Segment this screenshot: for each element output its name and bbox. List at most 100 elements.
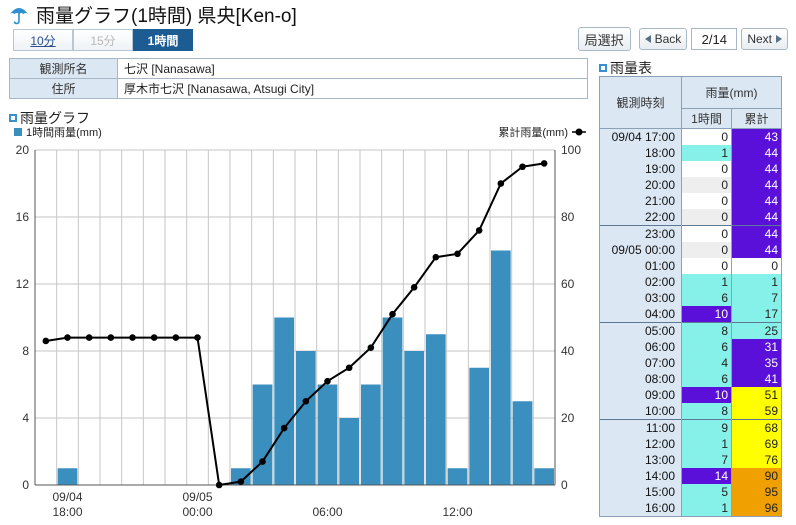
tab-1hour[interactable]: 1時間 — [133, 29, 193, 51]
cell-hourly: 0 — [681, 177, 732, 193]
table-row: 08:00 6 41 — [599, 371, 782, 387]
table-row: 04:00 10 17 — [599, 306, 782, 323]
cell-cumulative: 25 — [731, 322, 782, 339]
cell-hourly: 5 — [681, 484, 732, 500]
table-row: 09:00 10 51 — [599, 387, 782, 403]
cell-cumulative: 69 — [731, 436, 782, 452]
table-row: 23:00 0 44 — [599, 225, 782, 242]
cell-time: 13:00 — [599, 452, 682, 468]
cell-hourly: 7 — [681, 452, 732, 468]
cumulative-point — [367, 344, 375, 351]
cell-cumulative: 44 — [731, 161, 782, 177]
cell-time: 09/04 17:00 — [599, 128, 682, 145]
x-tick-time-label: 12:00 — [442, 505, 472, 519]
cumulative-point — [540, 160, 548, 167]
rain-bar — [534, 468, 554, 485]
header-rain: 雨量(mm) — [681, 76, 782, 109]
cell-time: 21:00 — [599, 193, 682, 209]
cumulative-point — [389, 310, 396, 318]
legend-point-swatch — [575, 128, 583, 136]
cell-time: 16:00 — [599, 500, 682, 517]
cell-cumulative: 68 — [731, 419, 782, 436]
station-name-value: 七沢 [Nanasawa] — [117, 58, 588, 79]
cell-time: 06:00 — [599, 339, 682, 355]
table-row: 10:00 8 59 — [599, 403, 782, 420]
cell-hourly: 0 — [681, 161, 732, 177]
page-indicator: 2/14 — [691, 28, 738, 50]
page-header: 雨量グラフ(1時間) 県央[Ken-o] — [8, 2, 297, 27]
y-right-tick-label: 60 — [561, 277, 575, 291]
rain-bar — [231, 468, 251, 485]
cell-hourly: 9 — [681, 419, 732, 436]
cell-time: 19:00 — [599, 161, 682, 177]
cell-time: 05:00 — [599, 322, 682, 339]
table-row: 13:00 7 76 — [599, 452, 782, 468]
page-title: 雨量グラフ(1時間) 県央[Ken-o] — [36, 5, 297, 27]
legend-right-label: 累計雨量(mm) — [498, 125, 568, 139]
table-row: 11:00 9 68 — [599, 419, 782, 436]
back-button[interactable]: Back — [638, 28, 688, 50]
rain-bar — [447, 468, 468, 485]
cell-time: 08:00 — [599, 371, 682, 387]
cell-hourly: 0 — [681, 193, 732, 209]
cumulative-point — [280, 424, 288, 432]
x-tick-time-label: 06:00 — [312, 505, 342, 519]
rain-bar — [491, 250, 511, 485]
cell-cumulative: 96 — [731, 500, 782, 517]
cell-cumulative: 44 — [731, 242, 782, 258]
y-left-tick-label: 0 — [22, 478, 29, 492]
cell-hourly: 1 — [681, 500, 732, 517]
cell-cumulative: 51 — [731, 387, 782, 403]
table-row: 09/04 17:00 0 43 — [599, 128, 782, 145]
rain-bar — [252, 384, 273, 485]
cell-time: 07:00 — [599, 355, 682, 371]
rain-bar — [512, 401, 533, 485]
table-row: 12:00 1 69 — [599, 436, 782, 452]
table-row: 09/05 00:00 0 44 — [599, 242, 782, 258]
x-tick-date-label: 09/04 — [52, 490, 82, 504]
cell-time: 18:00 — [599, 145, 682, 161]
cell-hourly: 6 — [681, 339, 732, 355]
legend-left-label: 1時間雨量(mm) — [26, 126, 102, 139]
y-right-tick-label: 40 — [561, 344, 575, 358]
table-row: 16:00 1 96 — [599, 500, 782, 517]
cell-hourly: 0 — [681, 209, 732, 226]
y-right-tick-label: 0 — [561, 478, 568, 492]
table-row: 01:00 0 0 — [599, 258, 782, 274]
rain-bar — [404, 351, 424, 485]
table-row: 20:00 0 44 — [599, 177, 782, 193]
cell-cumulative: 90 — [731, 468, 782, 484]
header-time: 観測時刻 — [599, 76, 682, 129]
table-heading: 雨量表 — [599, 58, 652, 78]
table-row: 18:00 1 44 — [599, 145, 782, 161]
station-navigation: 局選択 Back 2/14 Next — [574, 27, 788, 51]
rainfall-table-body: 09/04 17:00 0 43 18:00 1 44 19:00 0 44 20:00 0 44 21… — [599, 128, 782, 517]
chart-heading: 雨量グラフ — [9, 108, 90, 128]
cumulative-point — [172, 334, 180, 341]
chart-heading-text: 雨量グラフ — [20, 110, 90, 126]
cell-hourly: 8 — [681, 403, 732, 420]
cumulative-point — [107, 334, 115, 341]
station-select-button[interactable]: 局選択 — [577, 27, 631, 51]
tab-10min[interactable]: 10分 — [13, 29, 73, 51]
cumulative-point — [324, 377, 331, 385]
cell-cumulative: 31 — [731, 339, 782, 355]
umbrella-icon — [10, 8, 28, 25]
cell-hourly: 14 — [681, 468, 732, 484]
cumulative-line — [45, 162, 545, 487]
rain-bar — [296, 351, 316, 485]
cell-cumulative: 76 — [731, 452, 782, 468]
next-label: Next — [747, 32, 772, 46]
next-button[interactable]: Next — [741, 28, 788, 50]
table-heading-text: 雨量表 — [610, 60, 652, 76]
cumulative-point — [302, 397, 310, 405]
cell-hourly: 4 — [681, 355, 732, 371]
cell-cumulative: 59 — [731, 403, 782, 420]
address-value: 厚木市七沢 [Nanasawa, Atsugi City] — [117, 78, 588, 99]
cell-hourly: 0 — [681, 128, 732, 145]
cumulative-point — [454, 250, 461, 258]
rain-bar — [274, 317, 294, 485]
cumulative-point — [237, 478, 245, 485]
cell-cumulative: 44 — [731, 209, 782, 226]
cell-hourly: 6 — [681, 371, 732, 387]
